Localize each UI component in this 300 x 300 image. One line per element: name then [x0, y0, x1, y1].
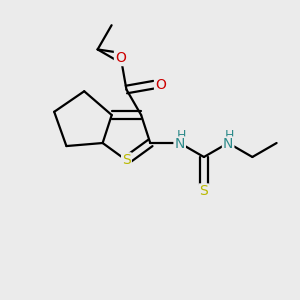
Text: S: S	[122, 153, 131, 167]
Text: O: O	[155, 78, 166, 92]
Text: O: O	[115, 51, 126, 65]
Text: N: N	[175, 137, 185, 152]
Text: H: H	[176, 129, 186, 142]
Text: N: N	[223, 137, 233, 152]
Text: H: H	[225, 129, 234, 142]
Text: S: S	[200, 184, 208, 198]
